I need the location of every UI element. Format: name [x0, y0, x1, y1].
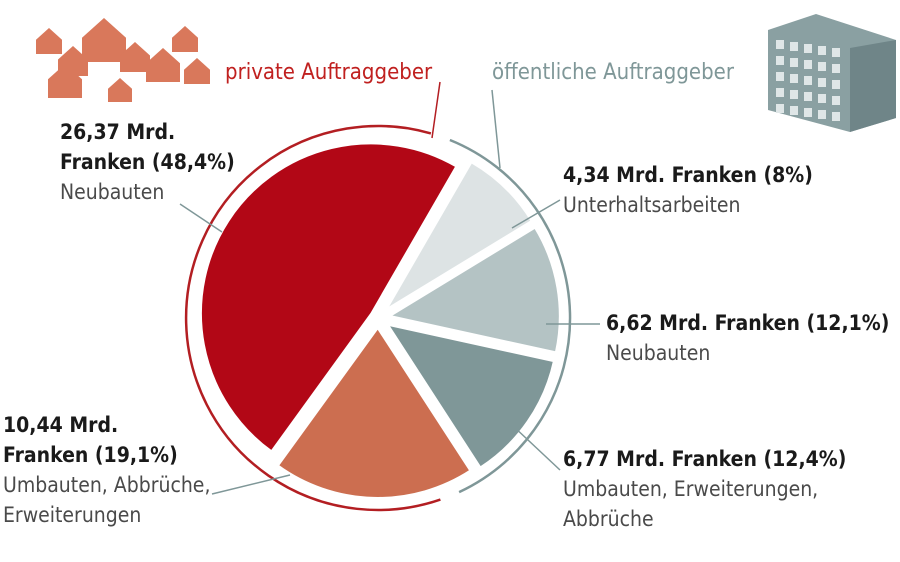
- connector-line: [511, 199, 561, 229]
- value-label: Franken (48,4%): [60, 150, 235, 174]
- building-window: [790, 90, 798, 99]
- pie-slice: [199, 142, 458, 453]
- category-label: Umbauten, Erweiterungen,: [563, 477, 819, 501]
- house-icon: [108, 78, 132, 102]
- house-icon: [172, 26, 198, 52]
- building-window: [776, 104, 784, 113]
- group-ring-private: [184, 124, 441, 512]
- connector-line: [179, 203, 223, 233]
- pie-slice: [385, 160, 533, 311]
- building-window: [790, 106, 798, 115]
- building-window: [832, 112, 840, 121]
- value-label: 4,34 Mrd. Franken (8%): [563, 163, 813, 187]
- pie-slice: [276, 326, 472, 499]
- building-window: [832, 64, 840, 73]
- group-label-private: private Auftraggeber: [225, 60, 433, 85]
- value-label: 6,62 Mrd. Franken (12,1%): [606, 311, 890, 335]
- building-window: [804, 44, 812, 53]
- building-window: [804, 92, 812, 101]
- house-icon: [36, 28, 62, 54]
- category-label: Umbauten, Abbrüche,: [3, 473, 211, 497]
- building-window: [818, 78, 826, 87]
- category-label: Unterhaltsarbeiten: [563, 193, 741, 217]
- group-ring-public: [449, 138, 572, 494]
- building-window: [832, 48, 840, 57]
- building-window: [818, 110, 826, 119]
- building-window: [832, 80, 840, 89]
- building-window: [818, 46, 826, 55]
- building-window: [804, 108, 812, 117]
- value-label: 10,44 Mrd.: [3, 413, 119, 437]
- building-window: [790, 74, 798, 83]
- building-window: [776, 72, 784, 81]
- house-icon: [184, 58, 210, 84]
- connector-line: [431, 81, 441, 139]
- pie-slice: [387, 226, 561, 354]
- slice-label-private-neubauten: 26,37 Mrd. Franken (48,4%) Neubauten: [60, 117, 235, 207]
- building-window: [776, 88, 784, 97]
- house-icon: [82, 18, 126, 62]
- group-label-public: öffentliche Auftraggeber: [492, 60, 734, 85]
- slice-label-public-neubauten: 6,62 Mrd. Franken (12,1%) Neubauten: [606, 308, 889, 368]
- building-window: [776, 56, 784, 65]
- building-side: [850, 40, 896, 132]
- building-window: [804, 60, 812, 69]
- building-window: [790, 58, 798, 67]
- value-label: 26,37 Mrd.: [60, 120, 176, 144]
- category-label: Neubauten: [60, 180, 165, 204]
- category-label: Erweiterungen: [3, 503, 142, 527]
- connector-line: [211, 474, 291, 495]
- connector-line: [491, 89, 501, 169]
- category-label: Abbrüche: [563, 507, 654, 531]
- slice-label-public-umbauten: 6,77 Mrd. Franken (12,4%) Umbauten, Erwe…: [563, 444, 846, 534]
- building-window: [818, 62, 826, 71]
- value-label: Franken (19,1%): [3, 443, 178, 467]
- house-icon: [48, 64, 82, 98]
- building-window: [818, 94, 826, 103]
- building-window: [804, 76, 812, 85]
- value-label: 6,77 Mrd. Franken (12,4%): [563, 447, 847, 471]
- house-icon: [120, 42, 150, 72]
- connector-line: [511, 424, 561, 471]
- building-window: [776, 40, 784, 49]
- slice-label-public-unterhalt: 4,34 Mrd. Franken (8%) Unterhaltsarbeite…: [563, 160, 813, 220]
- pie-slice: [385, 323, 556, 469]
- building-window: [790, 42, 798, 51]
- slice-label-private-umbauten: 10,44 Mrd. Franken (19,1%) Umbauten, Abb…: [3, 410, 210, 530]
- building-window: [832, 96, 840, 105]
- category-label: Neubauten: [606, 341, 711, 365]
- house-icon: [146, 48, 180, 82]
